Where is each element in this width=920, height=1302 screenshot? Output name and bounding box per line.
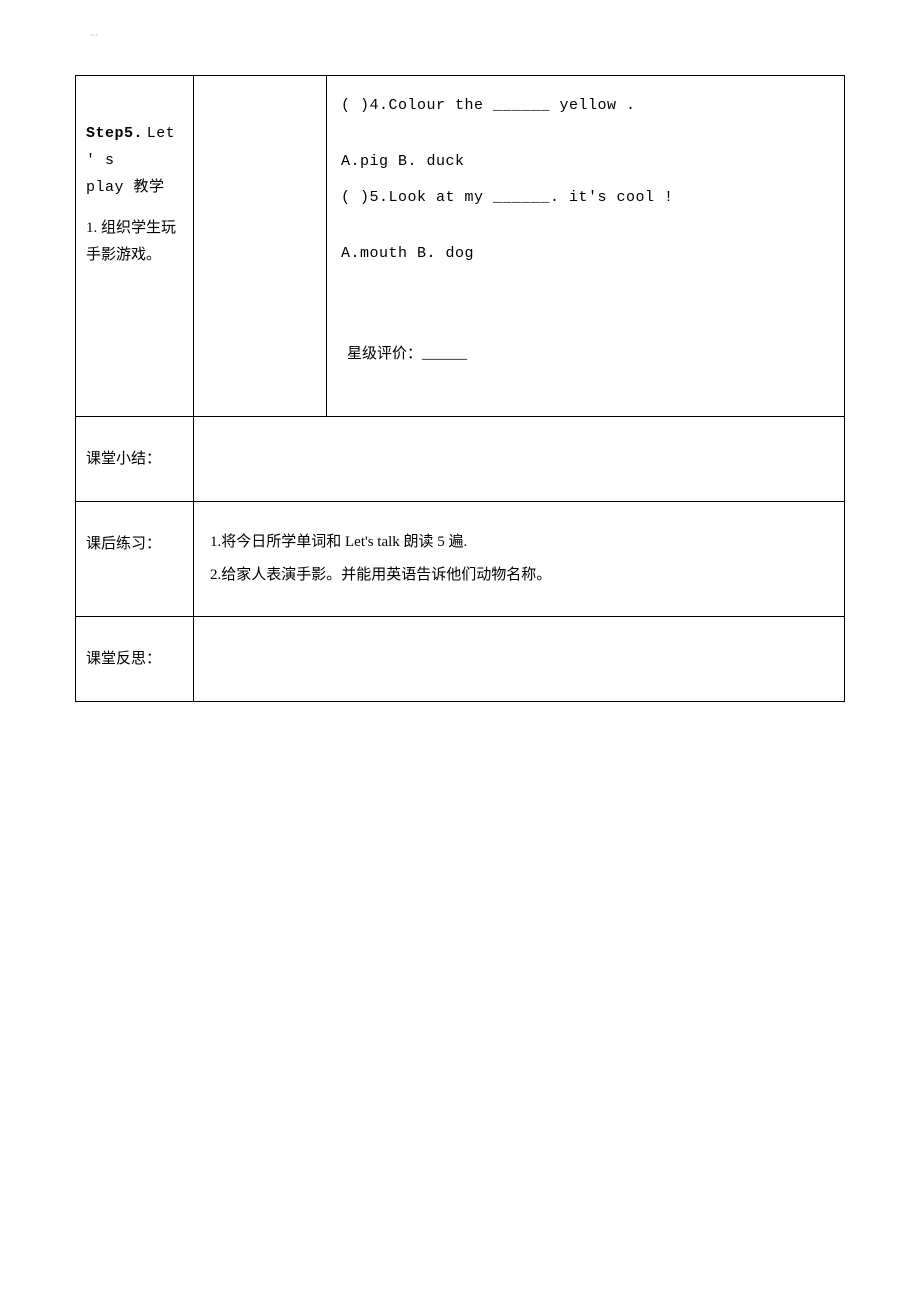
reflection-label: 课堂反思： bbox=[76, 617, 194, 702]
step5-prefix: Step5. bbox=[86, 125, 143, 142]
question-4-options: A.pig B. duck bbox=[341, 150, 830, 174]
class-summary-label: 课堂小结： bbox=[76, 417, 194, 502]
class-summary-content bbox=[194, 417, 845, 502]
table-row: Step5. Let ' s play 教学 1. 组织学生玩手影游戏。 ( )… bbox=[76, 76, 845, 417]
step5-cell: Step5. Let ' s play 教学 1. 组织学生玩手影游戏。 bbox=[76, 76, 194, 417]
table-row: 课堂反思： bbox=[76, 617, 845, 702]
question-4: ( )4.Colour the ______ yellow . bbox=[341, 94, 830, 118]
page-marker: ··· bbox=[90, 30, 98, 43]
step5-line2: play 教学 bbox=[86, 179, 165, 196]
lesson-plan-table: Step5. Let ' s play 教学 1. 组织学生玩手影游戏。 ( )… bbox=[75, 75, 845, 702]
step5-item1: 1. 组织学生玩手影游戏。 bbox=[86, 215, 183, 269]
star-rating: 星级评价：______ bbox=[347, 342, 830, 366]
reflection-content bbox=[194, 617, 845, 702]
homework-line2: 2.给家人表演手影。并能用英语告诉他们动物名称。 bbox=[210, 559, 828, 592]
exercise-cell: ( )4.Colour the ______ yellow . A.pig B.… bbox=[327, 76, 845, 417]
question-5: ( )5.Look at my ______. it's cool ! bbox=[341, 186, 830, 210]
homework-line1: 1.将今日所学单词和 Let's talk 朗读 5 遍. bbox=[210, 526, 828, 559]
step5-title: Step5. Let ' s play 教学 bbox=[86, 120, 183, 201]
homework-content: 1.将今日所学单词和 Let's talk 朗读 5 遍. 2.给家人表演手影。… bbox=[194, 502, 845, 617]
table-row: 课后练习： 1.将今日所学单词和 Let's talk 朗读 5 遍. 2.给家… bbox=[76, 502, 845, 617]
table-row: 课堂小结： bbox=[76, 417, 845, 502]
question-5-options: A.mouth B. dog bbox=[341, 242, 830, 266]
row1-col2-empty bbox=[194, 76, 327, 417]
homework-label: 课后练习： bbox=[76, 502, 194, 617]
